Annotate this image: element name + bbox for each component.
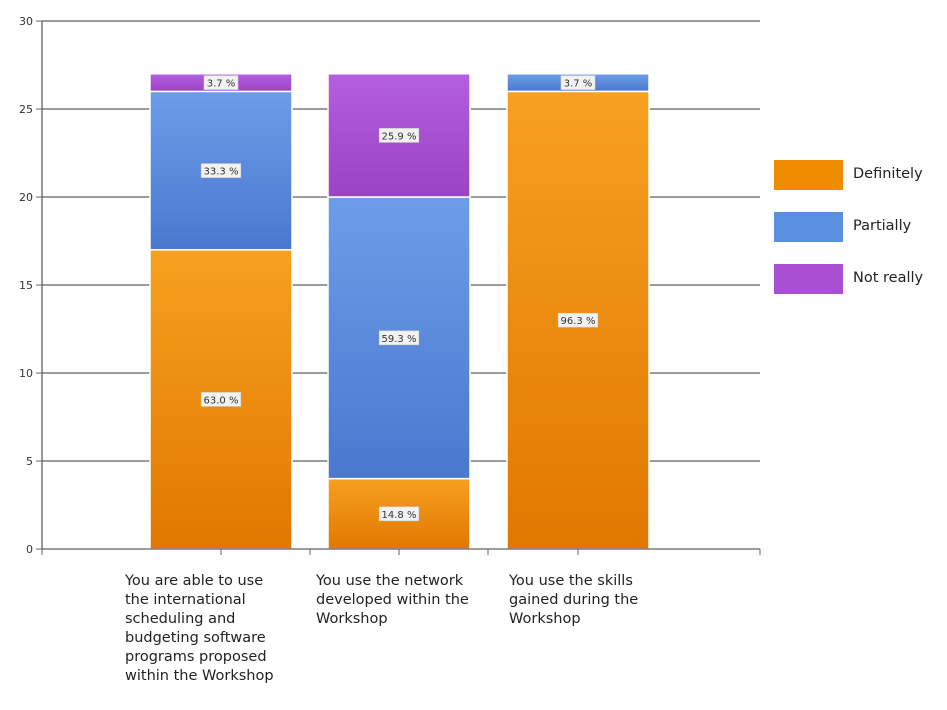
data-label-box: [200, 163, 242, 178]
legend-label-definitely: Definitely: [853, 166, 923, 182]
data-label-box: [378, 128, 420, 143]
category-label-line: gained during the: [509, 592, 639, 608]
category-label-line: You use the skills: [509, 573, 633, 589]
axes: 0 5 10 15 20 25 30: [19, 15, 761, 556]
category-label-line: programs proposed: [125, 649, 267, 665]
data-label: 33.3 %: [204, 167, 239, 178]
category-label-line: Workshop: [509, 611, 581, 627]
y-tick-label: 30: [19, 15, 33, 28]
data-label-box: [560, 75, 596, 90]
data-label: 3.7 %: [207, 79, 236, 90]
data-label-box: [378, 330, 420, 346]
legend-label-partially: Partially: [853, 218, 912, 234]
data-label: 63.0 %: [204, 395, 239, 406]
data-label-box: [200, 392, 242, 407]
bar-segment-not-really: [327, 73, 471, 198]
category-label-line: within the Workshop: [125, 668, 274, 684]
category-label-3: You use the skills gained during the Wor…: [509, 572, 638, 629]
category-label-line: the international: [125, 592, 246, 608]
legend-swatch-not-really: [774, 264, 843, 294]
y-tick-label: 5: [26, 455, 33, 468]
data-label-box: [203, 75, 239, 90]
data-labels: 63.0 % 33.3 % 3.7 % 14.8 % 59.3 % 25.9 % 96.3 …: [200, 75, 599, 522]
data-label: 3.7 %: [564, 79, 593, 90]
y-tick-label: 0: [26, 543, 33, 556]
y-tick-label: 25: [19, 103, 33, 116]
legend-swatch-definitely: [774, 160, 843, 190]
legend-label-not-really: Not really: [853, 270, 924, 286]
data-label-box: [557, 312, 599, 328]
legend-swatch-partially: [774, 212, 843, 242]
category-label-line: budgeting software: [125, 630, 266, 646]
data-label: 14.8 %: [382, 510, 417, 521]
data-label: 96.3 %: [561, 316, 596, 327]
category-label-1: You are able to use the international sc…: [125, 572, 274, 686]
data-label-box: [378, 506, 420, 522]
y-tick-label: 10: [19, 367, 33, 380]
data-label: 25.9 %: [382, 131, 417, 142]
category-label-line: Workshop: [316, 611, 388, 627]
y-tick-label: 15: [19, 279, 33, 292]
category-label-line: You are able to use: [125, 573, 264, 589]
bars: [149, 73, 650, 550]
y-tick-label: 20: [19, 191, 33, 204]
category-label-line: You use the network: [316, 573, 464, 589]
category-label-2: You use the network developed within the…: [316, 572, 469, 629]
category-label-line: scheduling and: [125, 611, 236, 627]
category-label-line: developed within the: [316, 592, 469, 608]
data-label: 59.3 %: [382, 334, 417, 345]
